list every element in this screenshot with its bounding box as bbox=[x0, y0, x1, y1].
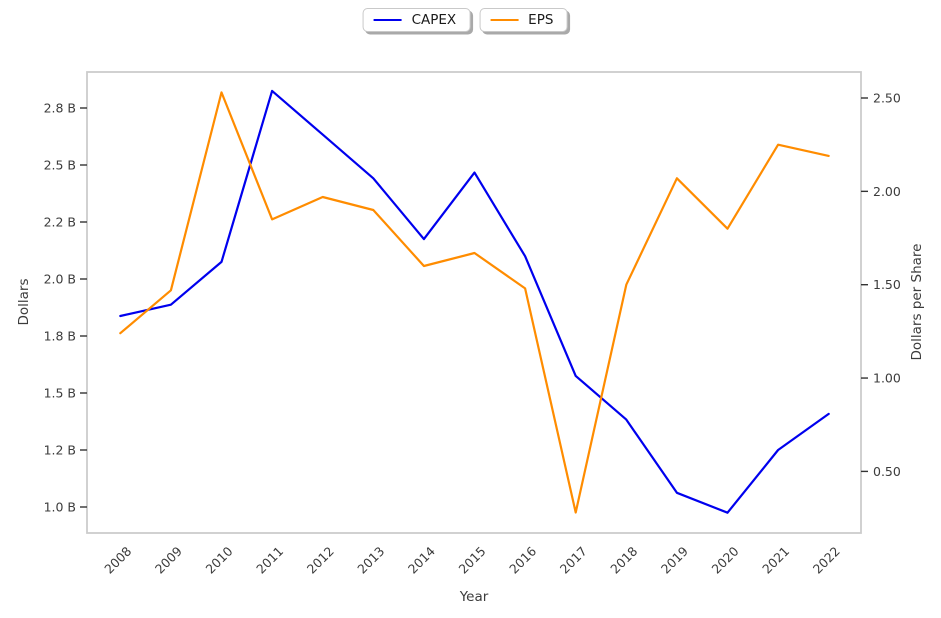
plot-frame bbox=[86, 71, 862, 534]
left-axis-tick-label: 2.8 B bbox=[44, 101, 76, 116]
x-axis-tick-label: 2008 bbox=[101, 543, 134, 576]
capex-line bbox=[119, 89, 830, 514]
right-axis-tick-label: 1.50 bbox=[873, 277, 901, 292]
right-axis-tick-label: 1.00 bbox=[873, 371, 901, 386]
left-axis-tick-label: 1.2 B bbox=[44, 443, 76, 458]
x-axis-tick-label: 2012 bbox=[304, 544, 337, 577]
x-axis-tick-label: 2022 bbox=[810, 544, 843, 577]
x-axis-tick-label: 2018 bbox=[607, 543, 640, 576]
x-axis-title: Year bbox=[459, 589, 489, 605]
legend-item-eps: EPS bbox=[479, 8, 568, 32]
x-axis-tick-label: 2017 bbox=[557, 544, 590, 577]
x-axis-tick-label: 2009 bbox=[152, 543, 185, 576]
legend-label-capex: CAPEX bbox=[411, 12, 457, 28]
left-axis-tick-label: 1.0 B bbox=[44, 500, 76, 515]
x-axis-tick-label: 2019 bbox=[658, 543, 691, 576]
x-axis-tick-label: 2015 bbox=[456, 544, 489, 577]
eps-line bbox=[119, 91, 830, 514]
x-axis-tick-label: 2021 bbox=[759, 544, 792, 577]
x-axis-tick-label: 2020 bbox=[709, 543, 742, 576]
right-axis-tick-label: 2.00 bbox=[873, 184, 901, 199]
left-axis-tick-label: 1.8 B bbox=[44, 329, 76, 344]
left-axis-tick-label: 1.5 B bbox=[44, 386, 76, 401]
capex-line-swatch bbox=[373, 19, 402, 21]
x-axis-tick-label: 2010 bbox=[203, 543, 236, 576]
x-axis-tick-label: 2013 bbox=[354, 544, 387, 577]
eps-line-swatch bbox=[490, 19, 519, 21]
left-axis-tick-label: 2.2 B bbox=[44, 215, 76, 230]
legend-label-eps: EPS bbox=[528, 12, 554, 28]
right-axis-title: Dollars per Share bbox=[909, 243, 925, 361]
x-axis-tick-label: 2016 bbox=[506, 543, 539, 576]
x-axis-tick-label: 2014 bbox=[405, 543, 438, 576]
x-axis-tick-label: 2011 bbox=[253, 544, 286, 577]
left-axis-title: Dollars bbox=[16, 278, 32, 326]
right-axis-tick-label: 2.50 bbox=[873, 91, 901, 106]
left-axis-tick-label: 2.5 B bbox=[44, 158, 76, 173]
legend: CAPEX EPS bbox=[362, 8, 568, 32]
right-axis-tick-label: 0.50 bbox=[873, 464, 901, 479]
legend-item-capex: CAPEX bbox=[362, 8, 471, 32]
left-axis-tick-label: 2.0 B bbox=[44, 272, 76, 287]
